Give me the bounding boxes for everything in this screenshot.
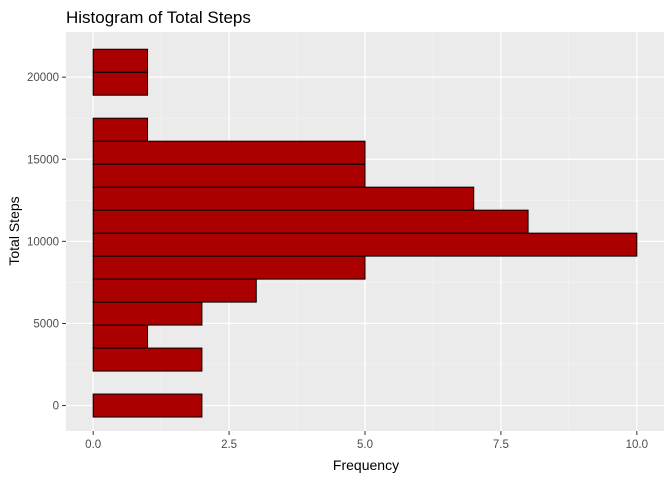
y-tick-label: 5000	[33, 318, 59, 330]
x-tick-label: 5.0	[357, 439, 373, 451]
histogram-bars	[92, 48, 638, 418]
histogram-bar	[92, 255, 366, 280]
x-tick-label: 7.5	[493, 439, 509, 451]
histogram-bar	[92, 209, 529, 234]
histogram-bar	[92, 347, 203, 372]
y-axis-ticks: 0 5000 10000 15000 20000	[27, 72, 66, 413]
histogram-bar	[92, 140, 366, 165]
histogram-bar	[92, 324, 149, 349]
histogram-bar	[92, 117, 149, 142]
y-tick-label: 15000	[27, 154, 59, 166]
x-axis-title: Frequency	[333, 457, 399, 473]
histogram-bar	[92, 301, 203, 326]
histogram-bar	[92, 186, 475, 211]
histogram-bar	[92, 232, 638, 257]
x-tick-label: 10.0	[626, 439, 648, 451]
chart-title: Histogram of Total Steps	[66, 8, 251, 27]
x-tick-label: 2.5	[221, 439, 237, 451]
y-tick-label: 0	[53, 401, 59, 413]
histogram-bar	[92, 48, 149, 73]
histogram-bar	[92, 71, 149, 96]
y-axis-title: Total Steps	[6, 196, 22, 265]
histogram-bar	[92, 278, 257, 303]
x-tick-label: 0.0	[85, 439, 101, 451]
histogram-bar	[92, 163, 366, 188]
y-tick-label: 20000	[27, 72, 59, 84]
x-axis-ticks: 0.0 2.5 5.0 7.5 10.0	[85, 431, 648, 451]
histogram-bar	[92, 393, 203, 418]
y-tick-label: 10000	[27, 236, 59, 248]
